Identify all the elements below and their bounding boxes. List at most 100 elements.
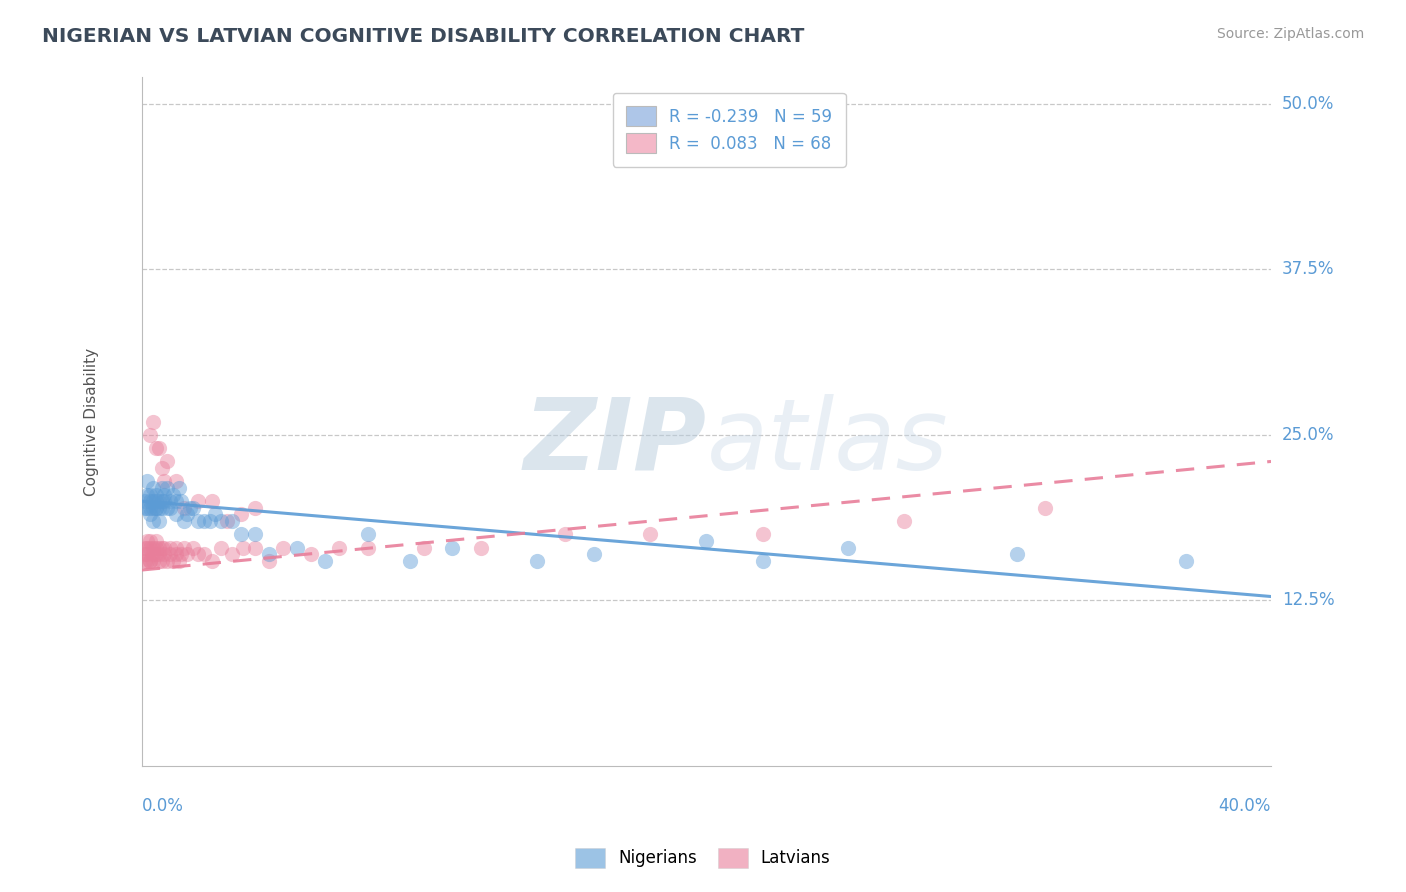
Point xyxy=(209,514,232,528)
Point xyxy=(145,547,167,561)
Point xyxy=(314,554,336,568)
Point xyxy=(221,514,243,528)
Point xyxy=(134,494,156,508)
Point xyxy=(165,475,187,489)
Point xyxy=(209,541,232,555)
Point xyxy=(1005,547,1028,561)
Text: 37.5%: 37.5% xyxy=(1282,260,1334,278)
Point xyxy=(142,554,165,568)
Point xyxy=(181,541,204,555)
Point xyxy=(148,500,170,515)
Point xyxy=(204,508,226,522)
Point xyxy=(153,475,176,489)
Point xyxy=(136,541,159,555)
Text: 50.0%: 50.0% xyxy=(1282,95,1334,113)
Text: 25.0%: 25.0% xyxy=(1282,426,1334,444)
Point xyxy=(299,547,322,561)
Point xyxy=(136,554,159,568)
Point xyxy=(198,514,221,528)
Point xyxy=(162,487,184,501)
Point xyxy=(148,514,170,528)
Point xyxy=(638,527,661,541)
Point xyxy=(134,500,156,515)
Point xyxy=(173,500,195,515)
Text: Cognitive Disability: Cognitive Disability xyxy=(83,348,98,496)
Point xyxy=(150,500,173,515)
Point xyxy=(695,533,717,548)
Point xyxy=(134,547,156,561)
Point xyxy=(142,514,165,528)
Point xyxy=(142,481,165,495)
Point xyxy=(176,547,198,561)
Point xyxy=(148,441,170,455)
Point xyxy=(526,554,548,568)
Point xyxy=(148,494,170,508)
Point xyxy=(752,527,775,541)
Point xyxy=(159,547,181,561)
Point xyxy=(156,554,179,568)
Text: 40.0%: 40.0% xyxy=(1219,797,1271,814)
Point xyxy=(554,527,576,541)
Point xyxy=(243,527,266,541)
Point xyxy=(165,508,187,522)
Text: 12.5%: 12.5% xyxy=(1282,591,1334,609)
Point xyxy=(165,541,187,555)
Point xyxy=(215,514,238,528)
Point xyxy=(193,514,215,528)
Point xyxy=(1033,500,1056,515)
Point xyxy=(159,494,181,508)
Point xyxy=(156,481,179,495)
Point xyxy=(271,541,294,555)
Text: 0.0%: 0.0% xyxy=(142,797,184,814)
Point xyxy=(142,500,165,515)
Point xyxy=(470,541,492,555)
Point xyxy=(893,514,915,528)
Point xyxy=(136,487,159,501)
Point xyxy=(285,541,308,555)
Point xyxy=(139,508,162,522)
Point xyxy=(145,494,167,508)
Point xyxy=(145,533,167,548)
Point xyxy=(170,547,193,561)
Point xyxy=(176,508,198,522)
Point xyxy=(136,547,159,561)
Point xyxy=(752,554,775,568)
Point xyxy=(243,500,266,515)
Point xyxy=(187,494,209,508)
Point xyxy=(153,547,176,561)
Point xyxy=(582,547,605,561)
Point xyxy=(142,541,165,555)
Text: atlas: atlas xyxy=(706,394,948,491)
Legend: Nigerians, Latvians: Nigerians, Latvians xyxy=(569,841,837,875)
Point xyxy=(139,541,162,555)
Point xyxy=(145,500,167,515)
Point xyxy=(170,494,193,508)
Point xyxy=(441,541,464,555)
Point xyxy=(150,554,173,568)
Point xyxy=(142,547,165,561)
Point xyxy=(134,554,156,568)
Point xyxy=(139,500,162,515)
Point xyxy=(221,547,243,561)
Point xyxy=(162,554,184,568)
Point xyxy=(136,500,159,515)
Point xyxy=(165,547,187,561)
Point xyxy=(165,494,187,508)
Point xyxy=(148,554,170,568)
Point xyxy=(229,508,252,522)
Point xyxy=(153,541,176,555)
Point xyxy=(150,481,173,495)
Point xyxy=(139,494,162,508)
Point xyxy=(145,487,167,501)
Point xyxy=(150,494,173,508)
Point xyxy=(159,500,181,515)
Text: NIGERIAN VS LATVIAN COGNITIVE DISABILITY CORRELATION CHART: NIGERIAN VS LATVIAN COGNITIVE DISABILITY… xyxy=(42,27,804,45)
Point xyxy=(399,554,422,568)
Point xyxy=(187,547,209,561)
Point xyxy=(201,494,224,508)
Point xyxy=(153,487,176,501)
Point xyxy=(837,541,859,555)
Point xyxy=(167,554,190,568)
Point xyxy=(150,461,173,475)
Point xyxy=(201,554,224,568)
